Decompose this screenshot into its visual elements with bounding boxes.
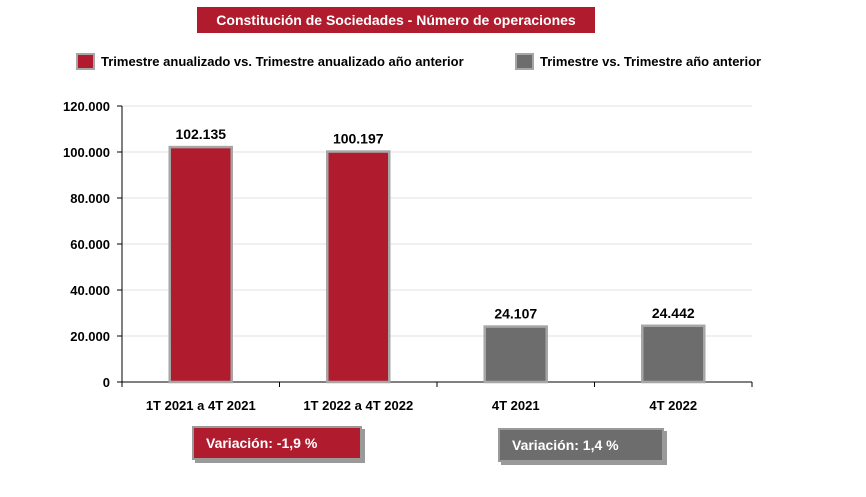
y-tick-label-6: 120.000 — [63, 99, 110, 114]
data-label-1: 102.135 — [175, 126, 226, 142]
x-tick-label-3: 4T 2021 — [492, 398, 540, 413]
legend-swatch-annual — [76, 52, 95, 70]
legend-item-annual: Trimestre anualizado vs. Trimestre anual… — [76, 51, 464, 71]
bar-4 — [641, 324, 706, 384]
legend-label-quarter: Trimestre vs. Trimestre año anterior — [540, 53, 762, 69]
legend-label-annual: Trimestre anualizado vs. Trimestre anual… — [101, 53, 464, 69]
x-tick-label-4: 4T 2022 — [649, 398, 697, 413]
x-tick-label-2: 1T 2022 a 4T 2022 — [303, 398, 413, 413]
y-tick-label-5: 100.000 — [63, 145, 110, 160]
bar-2 — [326, 150, 391, 384]
y-tick-label-2: 40.000 — [70, 283, 110, 298]
legend-swatch-quarter — [515, 52, 534, 70]
labels: 0 20.000 40.000 60.000 80.000 100.000 120.000 1… — [63, 99, 697, 413]
x-tick-label-1: 1T 2021 a 4T 2021 — [146, 398, 256, 413]
legend-item-quarter: Trimestre vs. Trimestre año anterior — [515, 51, 761, 71]
data-label-4: 24.442 — [652, 305, 695, 321]
y-tick-label-3: 60.000 — [70, 237, 110, 252]
variation-box-annual: Variación: -1,9 % — [192, 426, 362, 460]
bars — [168, 145, 706, 384]
bar-1 — [168, 145, 233, 384]
bar-3 — [483, 325, 548, 384]
y-tick-label-0: 0 — [103, 375, 110, 390]
data-label-2: 100.197 — [333, 131, 384, 147]
chart-title: Constitución de Sociedades - Número de o… — [197, 7, 595, 33]
y-tick-label-4: 80.000 — [70, 191, 110, 206]
variation-box-quarter: Variación: 1,4 % — [498, 428, 664, 462]
data-label-3: 24.107 — [494, 306, 537, 322]
y-tick-label-1: 20.000 — [70, 329, 110, 344]
